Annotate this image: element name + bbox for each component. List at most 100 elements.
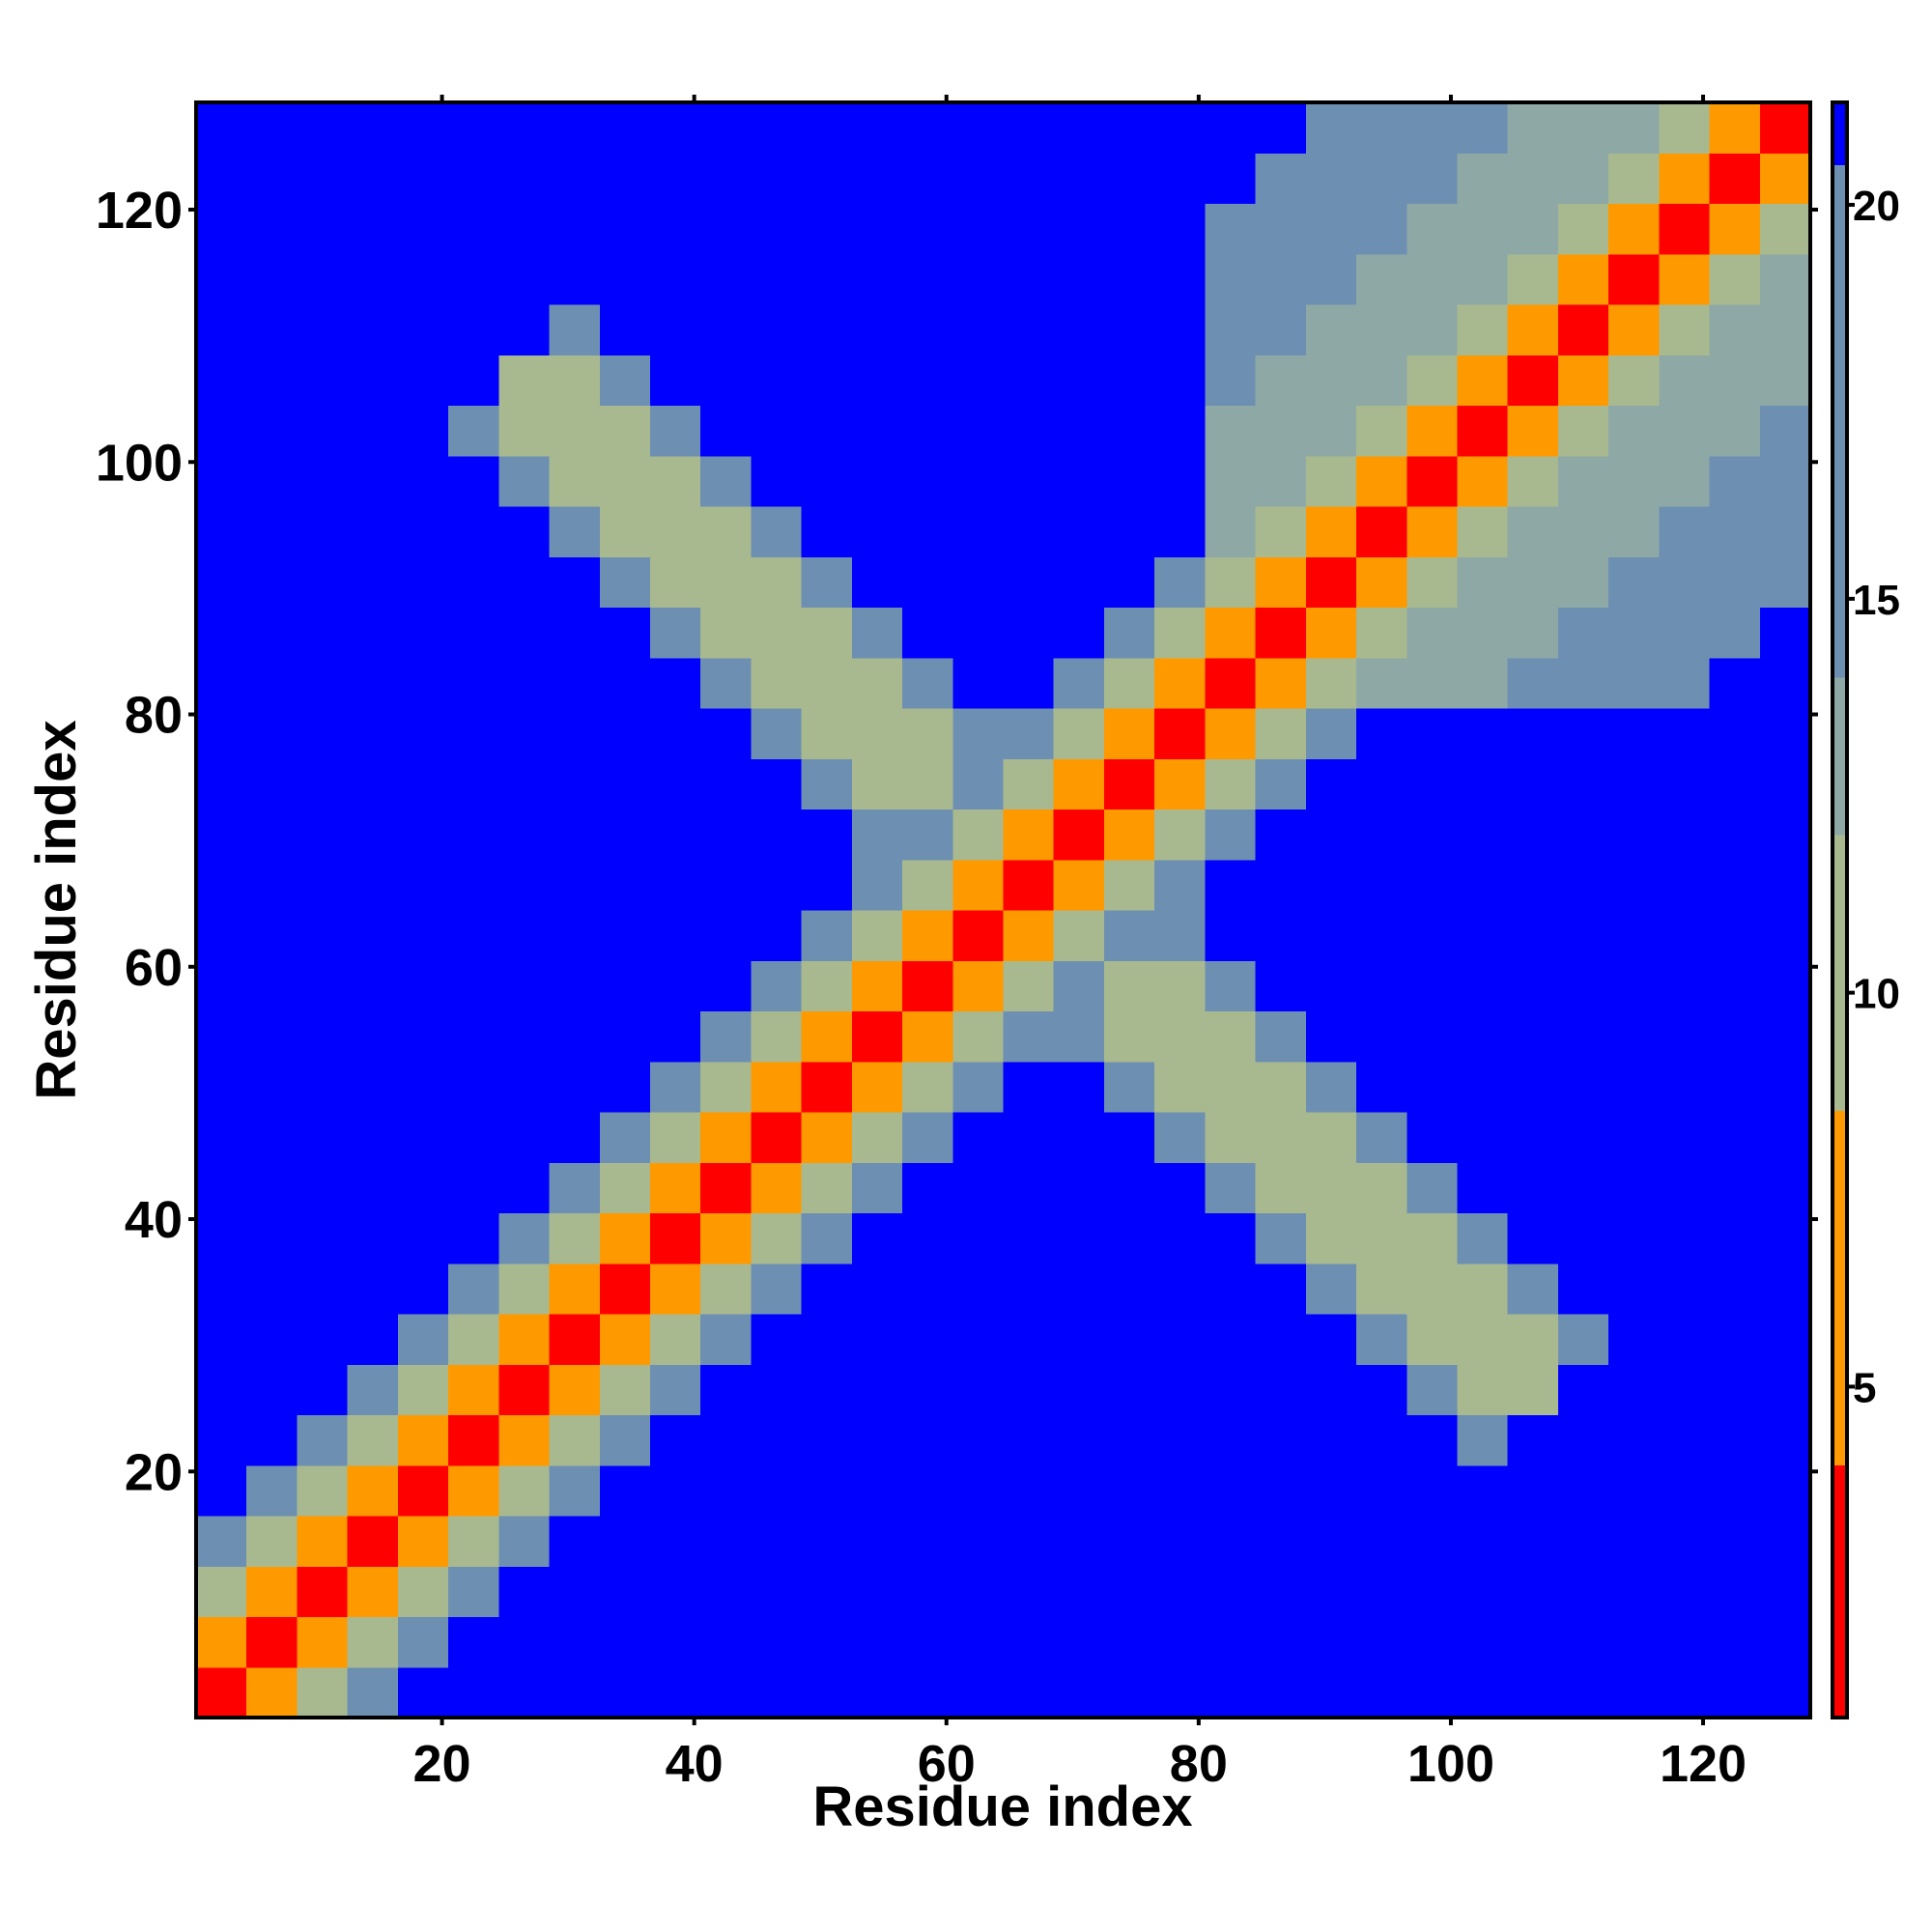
cell: [801, 1616, 853, 1668]
cell: [448, 1112, 499, 1163]
cell: [801, 1516, 853, 1567]
cell: [1406, 960, 1458, 1011]
cell: [1659, 1516, 1711, 1567]
cell: [801, 960, 853, 1011]
y-tick-label: 100: [96, 434, 183, 492]
cell: [1406, 1212, 1458, 1264]
cell: [599, 1616, 651, 1668]
cell: [801, 1061, 853, 1113]
cell: [246, 607, 298, 659]
cell: [1557, 405, 1609, 457]
cell: [196, 1516, 247, 1567]
cell: [952, 304, 1004, 355]
cell: [397, 1212, 449, 1264]
cell: [1305, 1516, 1357, 1567]
cell: [1154, 1314, 1206, 1365]
cell: [448, 455, 499, 507]
cell: [700, 1414, 752, 1466]
cell: [902, 355, 953, 406]
cell: [1608, 1364, 1660, 1415]
cell: [347, 405, 399, 457]
cell: [397, 1616, 449, 1668]
cell: [1053, 1414, 1105, 1466]
cell: [599, 607, 651, 659]
cell: [649, 1112, 701, 1163]
y-tick-label: 40: [125, 1191, 183, 1249]
cell: [751, 607, 803, 659]
cell: [801, 910, 853, 961]
cell: [1709, 1516, 1761, 1567]
cell: [851, 1414, 903, 1466]
cell: [1457, 910, 1509, 961]
cell: [1154, 1516, 1206, 1567]
cell: [1406, 1666, 1458, 1719]
cell: [1608, 1010, 1660, 1063]
cell: [700, 1464, 752, 1517]
cell: [1003, 203, 1055, 255]
cell: [1457, 708, 1509, 759]
cell: [902, 556, 953, 608]
cell: [1103, 1263, 1155, 1315]
cell: [700, 1162, 752, 1213]
cell: [1356, 1364, 1407, 1415]
cell: [1053, 1364, 1105, 1415]
cell: [700, 102, 752, 154]
cell: [1103, 1666, 1155, 1719]
cell: [448, 304, 499, 355]
cell: [649, 102, 701, 154]
cell: [1557, 758, 1609, 810]
cell: [1659, 1010, 1711, 1063]
cell: [1356, 1566, 1407, 1617]
cell: [1255, 1263, 1307, 1315]
cell: [246, 153, 298, 204]
cell: [902, 1516, 953, 1567]
cell: [751, 506, 803, 557]
cell: [1053, 1616, 1105, 1668]
cell: [851, 809, 903, 861]
cell: [297, 607, 349, 659]
cell: [1103, 607, 1155, 659]
cell: [751, 304, 803, 355]
cell: [448, 758, 499, 810]
cell: [700, 1314, 752, 1365]
cell: [448, 1666, 499, 1719]
cell: [1709, 1414, 1761, 1466]
cell: [1003, 1263, 1055, 1315]
cell: [1406, 1061, 1458, 1113]
cell: [1406, 1112, 1458, 1163]
cell: [246, 506, 298, 557]
cell: [1457, 556, 1509, 608]
cell: [448, 556, 499, 608]
cell: [448, 859, 499, 911]
cell: [1356, 506, 1407, 557]
cell: [1053, 607, 1105, 659]
cell: [297, 1616, 349, 1668]
cell: [1053, 405, 1105, 457]
cell: [297, 960, 349, 1011]
cell: [1053, 1314, 1105, 1365]
cell: [751, 1516, 803, 1567]
cell: [1759, 1566, 1811, 1617]
cell: [649, 1263, 701, 1315]
cell: [1003, 657, 1055, 709]
cell: [1406, 304, 1458, 355]
cell: [1507, 1464, 1559, 1517]
cell: [196, 203, 247, 255]
cell: [549, 1666, 601, 1719]
cell: [801, 607, 853, 659]
cell: [1356, 304, 1407, 355]
cell: [700, 910, 752, 961]
cell: [549, 102, 601, 154]
cell: [1205, 1414, 1257, 1466]
cell: [1406, 657, 1458, 709]
cell: [549, 809, 601, 861]
cell: [448, 153, 499, 204]
cell: [599, 455, 651, 507]
cell: [1205, 708, 1257, 759]
cell: [448, 1516, 499, 1567]
cell: [1255, 203, 1307, 255]
cell: [1709, 1666, 1761, 1719]
cell: [1103, 1464, 1155, 1517]
cell: [1053, 758, 1105, 810]
cell: [1608, 859, 1660, 911]
